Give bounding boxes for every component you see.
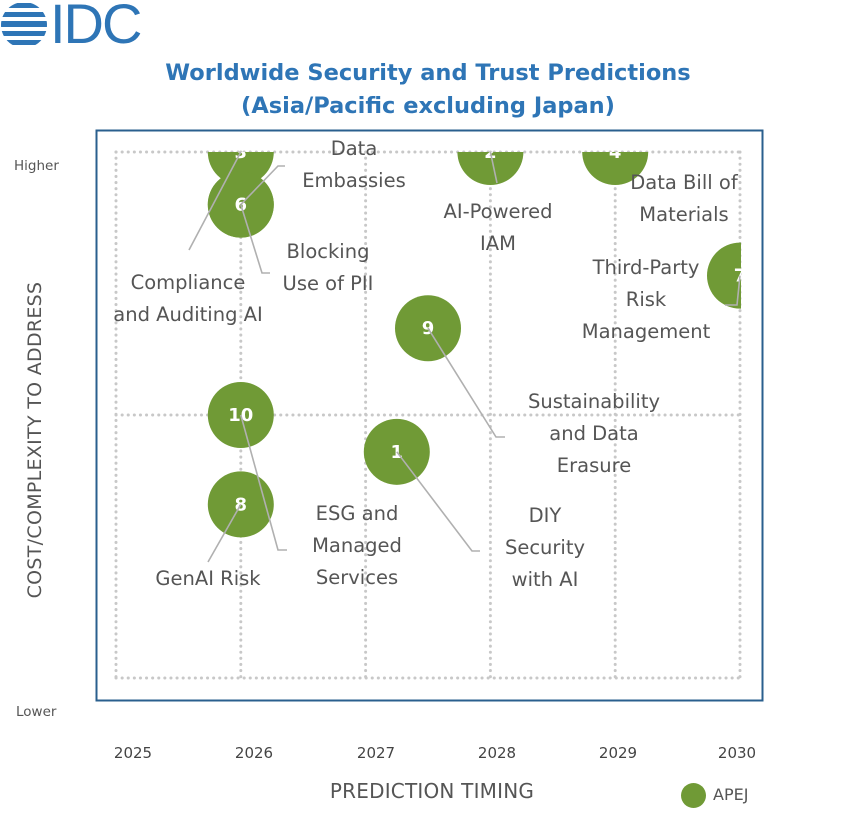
leader-line-7 (725, 275, 741, 306)
callout-line: Managed (312, 534, 402, 557)
leader-line-6 (240, 204, 270, 274)
bubble-2: 2 (457, 142, 524, 185)
plot-frame (95, 129, 764, 702)
x-tick: 2030 (717, 744, 757, 762)
bubble-number: 2 (484, 142, 497, 163)
callout-label-6: Blocking Use of PII (283, 240, 374, 295)
callout-label-5: Data Embassies (302, 137, 406, 192)
callout-line: with AI (512, 568, 579, 591)
callouts: DIY Security with AI AI-Powered IAM Complianc… (113, 137, 739, 591)
legend-label-apej: APEJ (713, 785, 749, 804)
callout-line: Embassies (302, 169, 406, 192)
callout-label-8: GenAI Risk (155, 567, 261, 590)
callout-line: Third-Party (592, 256, 700, 279)
x-tick: 2027 (356, 744, 396, 762)
y-label-lower: Lower (16, 704, 57, 720)
callout-line: Materials (639, 203, 728, 226)
callout-line: Management (582, 320, 711, 343)
bubble-number: 7 (734, 266, 747, 287)
bubble-7: 7 (707, 242, 747, 309)
callout-label-4: Data Bill of Materials (630, 171, 739, 226)
callout-line: DIY (529, 504, 562, 527)
callout-line: and Auditing AI (113, 303, 262, 326)
x-tick: 2029 (598, 744, 638, 762)
x-tick: 2026 (234, 744, 274, 762)
y-label-higher: Higher (14, 158, 59, 174)
bubble-4: 4 (582, 142, 649, 185)
callout-label-2: AI-Powered IAM (443, 200, 552, 255)
callout-label-1: DIY Security with AI (505, 504, 585, 591)
x-axis-title: PREDICTION TIMING (329, 779, 535, 803)
callout-line: Erasure (557, 454, 631, 477)
callout-label-10: ESG and Managed Services (312, 502, 402, 589)
callout-line: IAM (480, 232, 516, 255)
callout-label-3: Compliance and Auditing AI (113, 271, 262, 326)
bubble-marker (707, 242, 741, 309)
bubble-number: 3 (235, 142, 248, 163)
callout-line: Compliance (131, 271, 246, 294)
callout-line: ESG and (316, 502, 399, 525)
leader-lines (188, 151, 741, 563)
callout-line: AI-Powered (443, 200, 552, 223)
leader-line-1 (396, 451, 480, 552)
leader-line-5 (240, 165, 285, 206)
legend-marker-apej (681, 783, 706, 808)
x-tick: 2028 (477, 744, 517, 762)
callout-line: Risk (626, 288, 667, 311)
bubble-marker (457, 152, 524, 185)
leader-line-3 (188, 151, 242, 251)
idc-globe-icon (1, 3, 47, 45)
idc-logo: IDC (0, 0, 170, 54)
bubbles: 12345678910 (207, 142, 747, 538)
bubble-marker (207, 382, 274, 448)
x-tick: 2025 (113, 744, 153, 762)
leader-line-10 (240, 414, 287, 551)
callout-line: Data (331, 137, 378, 160)
callout-line: Services (316, 566, 398, 589)
chart-title: Worldwide Security and Trust Predictions (165, 60, 691, 86)
leader-line-8 (207, 504, 242, 563)
callout-line: Blocking (287, 240, 370, 263)
callout-label-9: Sustainability and Data Erasure (528, 390, 660, 477)
chart-subtitle: (Asia/Pacific excluding Japan) (241, 93, 615, 119)
bubble-marker (582, 152, 649, 185)
bubble-10: 10 (207, 382, 274, 448)
callout-line: Security (505, 536, 585, 559)
callout-line: Data Bill of (630, 171, 739, 194)
bubble-number: 4 (609, 142, 622, 163)
leader-line-9 (427, 327, 505, 438)
callout-line: GenAI Risk (155, 567, 261, 590)
callout-line: and Data (549, 422, 638, 445)
callout-label-7: Third-Party Risk Management (582, 256, 711, 343)
callout-line: Use of PII (283, 272, 374, 295)
callout-line: Sustainability (528, 390, 660, 413)
logo-text: IDC (50, 0, 142, 55)
leader-line-2 (489, 151, 498, 184)
